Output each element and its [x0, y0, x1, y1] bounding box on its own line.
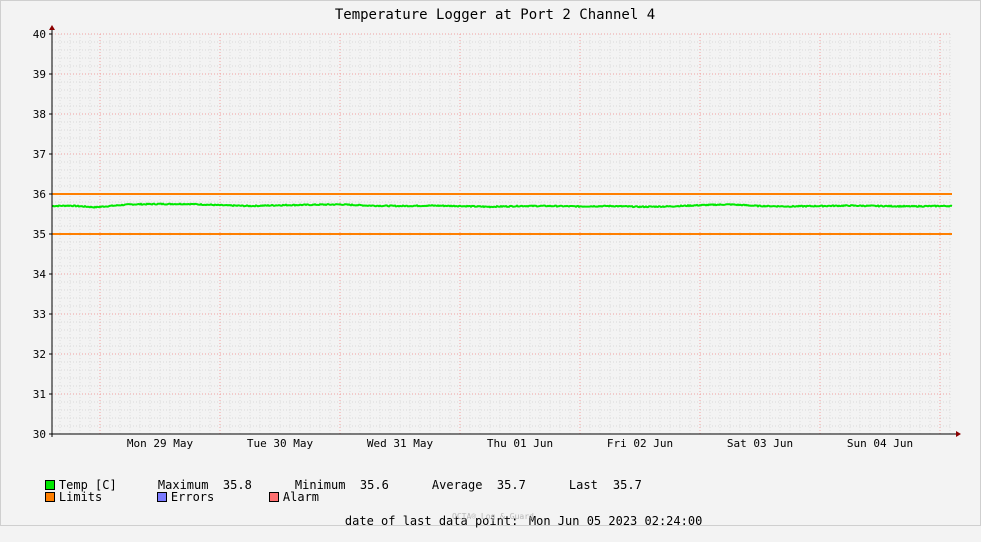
limits-swatch: [44, 491, 55, 502]
legend-alarm-label: Alarm: [282, 490, 320, 504]
y-tick-label: 40: [33, 28, 46, 41]
y-tick-label: 35: [33, 228, 46, 241]
stat-minimum-number: 35.6: [359, 478, 389, 492]
y-tick-label: 38: [33, 108, 46, 121]
stat-maximum-number: 35.8: [222, 478, 252, 492]
last-data-point-value: Mon Jun 05 2023 02:24:00: [500, 500, 702, 542]
legend-temp-label: Temp [C]: [58, 478, 117, 492]
x-tick-label: Fri 02 Jun: [607, 437, 673, 450]
x-tick-labels: Mon 29 May Tue 30 May Wed 31 May Thu 01 Jun…: [127, 437, 913, 450]
limits-layer: [52, 193, 952, 235]
grid-layer: [52, 33, 952, 435]
chart-container: Temperature Logger at Port 2 Channel 4 3…: [0, 0, 981, 528]
temp-swatch: [44, 479, 55, 490]
watermark: OCTA® Log & Guard: [452, 512, 534, 521]
axes-layer: [49, 25, 961, 437]
stat-last-number: 35.7: [612, 478, 642, 492]
legend-alarm: Alarm: [240, 476, 319, 518]
errors-swatch: [156, 491, 167, 502]
legend-limits: Limits: [16, 476, 102, 518]
stat-average-label: Average: [431, 478, 483, 492]
alarm-swatch: [268, 491, 279, 502]
x-tick-label: Thu 01 Jun: [487, 437, 553, 450]
last-data-label: date of last data point:: [344, 514, 519, 528]
chart-title: Temperature Logger at Port 2 Channel 4: [335, 7, 655, 23]
stat-maximum: Maximum: [129, 464, 209, 506]
stat-average: Average: [403, 464, 483, 506]
stat-last-label: Last: [568, 478, 598, 492]
last-data-point-label: date of last data point:: [316, 500, 518, 542]
legend-temp: Temp [C]: [16, 464, 117, 506]
stat-last-value: 35.7: [584, 464, 642, 506]
last-data-value: Mon Jun 05 2023 02:24:00: [528, 514, 703, 528]
y-tick-label: 31: [33, 388, 46, 401]
y-tick-label: 34: [33, 268, 47, 281]
stat-minimum-label: Minimum: [294, 478, 346, 492]
x-tick-label: Tue 30 May: [247, 437, 314, 450]
x-tick-label: Sun 04 Jun: [847, 437, 913, 450]
stat-minimum-value: 35.6: [331, 464, 389, 506]
y-tick-label: 36: [33, 188, 46, 201]
legend-errors-label: Errors: [170, 490, 215, 504]
y-tick-labels: 30 31 32 33 34 35 36 37 38 39 40: [33, 28, 47, 441]
y-axis-arrow-icon: [49, 25, 55, 30]
y-tick-label: 32: [33, 348, 46, 361]
stat-average-number: 35.7: [496, 478, 526, 492]
x-tick-label: Sat 03 Jun: [727, 437, 793, 450]
y-tick-label: 30: [33, 428, 46, 441]
x-tick-label: Mon 29 May: [127, 437, 194, 450]
y-tick-label: 33: [33, 308, 46, 321]
y-tick-label: 39: [33, 68, 46, 81]
stat-average-value: 35.7: [468, 464, 526, 506]
chart-svg: Temperature Logger at Port 2 Channel 4 3…: [33, 7, 961, 450]
stat-last: Last: [540, 464, 598, 506]
temp-series-line: [51, 202, 953, 209]
stat-maximum-value: 35.8: [194, 464, 252, 506]
y-tick-label: 37: [33, 148, 46, 161]
stat-minimum: Minimum: [266, 464, 346, 506]
stat-maximum-label: Maximum: [157, 478, 209, 492]
series-layer: [51, 202, 953, 209]
legend-limits-label: Limits: [58, 490, 103, 504]
x-tick-label: Wed 31 May: [367, 437, 434, 450]
legend-errors: Errors: [128, 476, 214, 518]
x-axis-arrow-icon: [956, 431, 961, 437]
